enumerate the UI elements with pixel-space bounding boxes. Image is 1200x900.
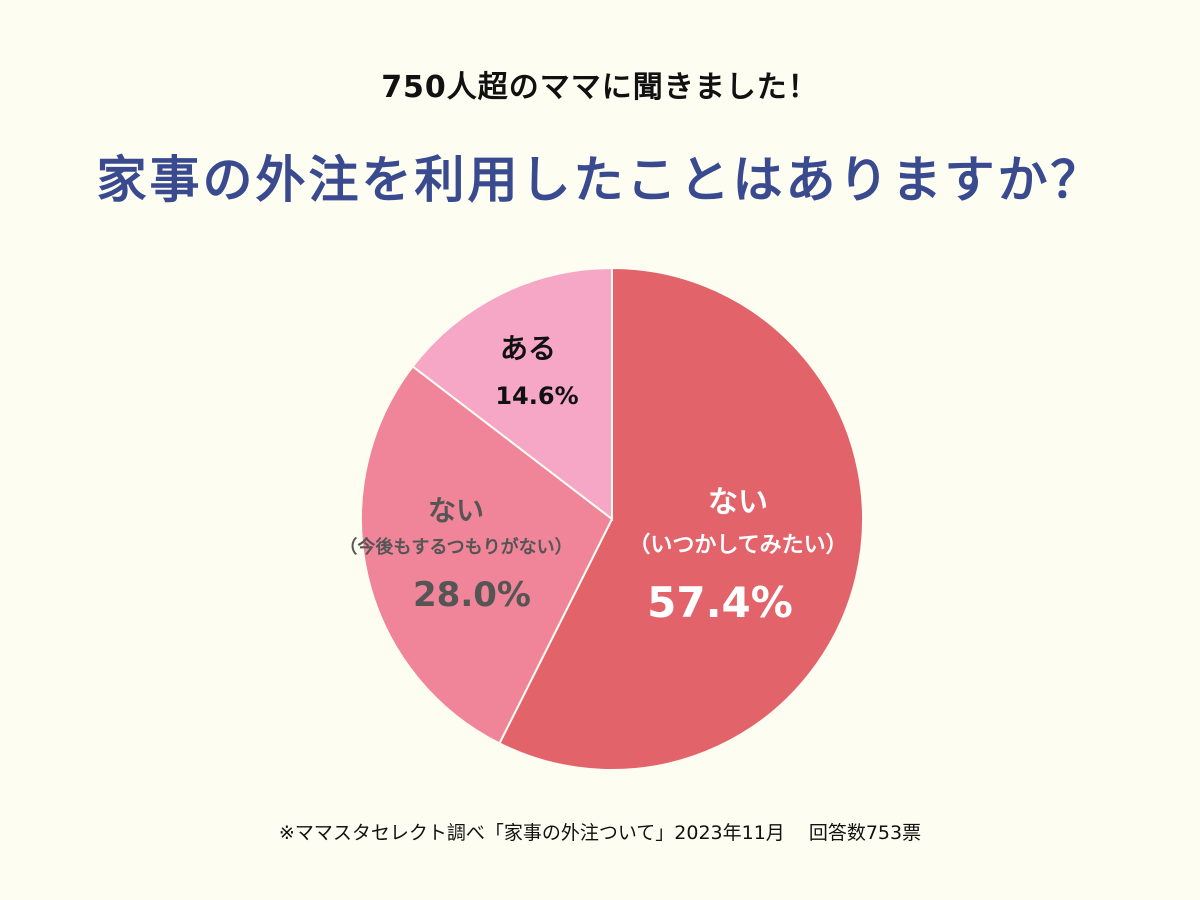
slice-value-never: 28.0%: [413, 575, 531, 615]
pie-slice-have-used: [411, 266, 613, 522]
slice-label-try-someday: ない: [708, 485, 768, 520]
slice-value-have-used: 14.6%: [495, 382, 578, 410]
slice-sublabel-never: （今後もするつもりがない）: [339, 536, 572, 558]
chart-subtitle: 750人超のママに聞きました！: [381, 70, 819, 105]
source-note: ※ママスタセレクト調べ「家事の外注ついて」2023年11月 回答数753票: [0, 818, 1200, 845]
slice-value-try-someday: 57.4%: [647, 578, 793, 627]
slice-label-never: ない: [428, 494, 484, 527]
pie-slice-try-someday: [498, 266, 865, 771]
source-text: ※ママスタセレクト調べ「家事の外注ついて」2023年11月: [278, 822, 785, 844]
slice-label-have-used: ある: [500, 332, 556, 365]
chart-title: 家事の外注を利用したことはありますか？: [96, 151, 1104, 209]
pie-slice-never: [360, 365, 614, 745]
slice-sublabel-try-someday: （いつかしてみたい）: [628, 533, 847, 558]
response-count: 回答数753票: [808, 822, 922, 844]
